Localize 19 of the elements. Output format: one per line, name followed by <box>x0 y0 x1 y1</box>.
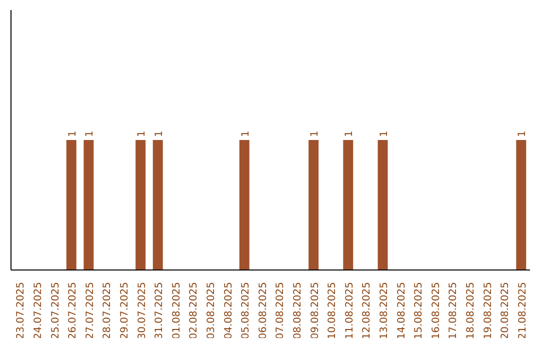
x-tick-label: 14.08.2025 <box>396 282 408 340</box>
x-tick-label: 10.08.2025 <box>327 282 338 340</box>
x-tick-label: 15.08.2025 <box>414 282 425 340</box>
data-label: 1 <box>378 130 390 137</box>
data-label: 1 <box>136 130 148 137</box>
data-label: 1 <box>67 130 78 137</box>
x-tick-label: 13.08.2025 <box>378 282 390 340</box>
data-label: 1 <box>84 130 96 137</box>
data-label: 1 <box>344 130 356 137</box>
x-tick-label: 12.08.2025 <box>362 282 373 340</box>
data-label: 1 <box>310 130 321 137</box>
data-label: 1 <box>154 130 165 137</box>
data-label: 1 <box>517 130 528 137</box>
data-label: 1 <box>240 130 252 137</box>
x-tick-label: 17.08.2025 <box>448 282 460 340</box>
x-tick-label: 16.08.2025 <box>430 282 442 340</box>
x-tick-label: 11.08.2025 <box>344 282 356 340</box>
x-tick-label: 18.08.2025 <box>465 282 476 340</box>
x-tick-label: 19.08.2025 <box>482 282 494 340</box>
